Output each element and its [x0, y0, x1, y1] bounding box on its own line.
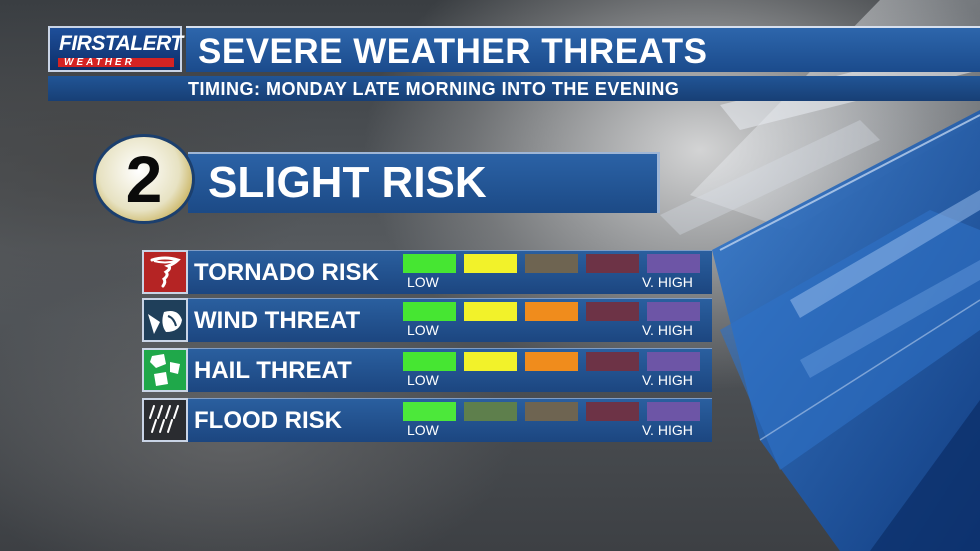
logo-red-stripe: [58, 58, 174, 67]
threat-scale-segment: [403, 352, 456, 371]
threat-scale-segment: [525, 402, 578, 421]
page-title: SEVERE WEATHER THREATS: [198, 32, 708, 71]
rain-icon: [142, 398, 188, 442]
threat-scale-segment: [464, 254, 517, 273]
risk-level-label: SLIGHT RISK: [208, 158, 487, 207]
threat-row: WIND THREAT LOW V. HIGH: [142, 298, 712, 342]
risk-level-banner: SLIGHT RISK: [188, 152, 660, 213]
tornado-icon: [142, 250, 188, 294]
threat-scale-segment: [647, 402, 700, 421]
wind-icon: [142, 298, 188, 342]
threat-scale-segment: [647, 254, 700, 273]
threat-row: FLOOD RISK LOW V. HIGH: [142, 398, 712, 442]
threat-scale-segment: [403, 302, 456, 321]
scale-low-label: LOW: [407, 274, 439, 290]
risk-level-badge: 2: [96, 137, 192, 221]
scale-high-label: V. HIGH: [642, 372, 693, 388]
hail-icon: [142, 348, 188, 392]
threat-label: TORNADO RISK: [194, 259, 379, 286]
threat-scale-segment: [647, 302, 700, 321]
threat-scale-segment: [586, 352, 639, 371]
scale-low-label: LOW: [407, 322, 439, 338]
logo-first-text: FIRST: [59, 32, 116, 55]
scale-low-label: LOW: [407, 372, 439, 388]
scale-high-label: V. HIGH: [642, 274, 693, 290]
threat-scale-segment: [403, 254, 456, 273]
threat-scale-segment: [586, 254, 639, 273]
first-alert-weather-logo: FIRSTALERT WEATHER: [48, 26, 183, 72]
threat-scale-segment: [525, 352, 578, 371]
threat-label-box: TORNADO RISK LOW V. HIGH: [188, 250, 712, 294]
risk-level-number: 2: [125, 142, 163, 216]
scale-high-label: V. HIGH: [642, 422, 693, 438]
threat-label-box: FLOOD RISK LOW V. HIGH: [188, 398, 712, 442]
threat-scale-segment: [464, 402, 517, 421]
threat-label: WIND THREAT: [194, 307, 361, 334]
scale-low-label: LOW: [407, 422, 439, 438]
timing-text: TIMING: MONDAY LATE MORNING INTO THE EVE…: [188, 79, 680, 99]
threat-label-box: HAIL THREAT LOW V. HIGH: [188, 348, 712, 392]
threat-row: TORNADO RISK LOW V. HIGH: [142, 250, 712, 294]
threat-scale-segment: [464, 352, 517, 371]
threat-scale-segment: [403, 402, 456, 421]
logo-weather-text: WEATHER: [64, 57, 135, 68]
threat-scale-segment: [586, 402, 639, 421]
scale-high-label: V. HIGH: [642, 322, 693, 338]
logo-alert-text: ALERT: [115, 32, 184, 55]
threat-scale-segment: [525, 302, 578, 321]
threat-label-box: WIND THREAT LOW V. HIGH: [188, 298, 712, 342]
threat-scale-segment: [586, 302, 639, 321]
title-banner: SEVERE WEATHER THREATS: [186, 26, 980, 72]
threat-label: FLOOD RISK: [194, 407, 342, 434]
threat-scale-segment: [464, 302, 517, 321]
threat-scale-segment: [647, 352, 700, 371]
timing-banner: TIMING: MONDAY LATE MORNING INTO THE EVE…: [48, 76, 980, 101]
threat-scale-segment: [525, 254, 578, 273]
threat-label: HAIL THREAT: [194, 357, 352, 384]
threat-row: HAIL THREAT LOW V. HIGH: [142, 348, 712, 392]
logo-wordmark: FIRSTALERT: [59, 32, 183, 56]
